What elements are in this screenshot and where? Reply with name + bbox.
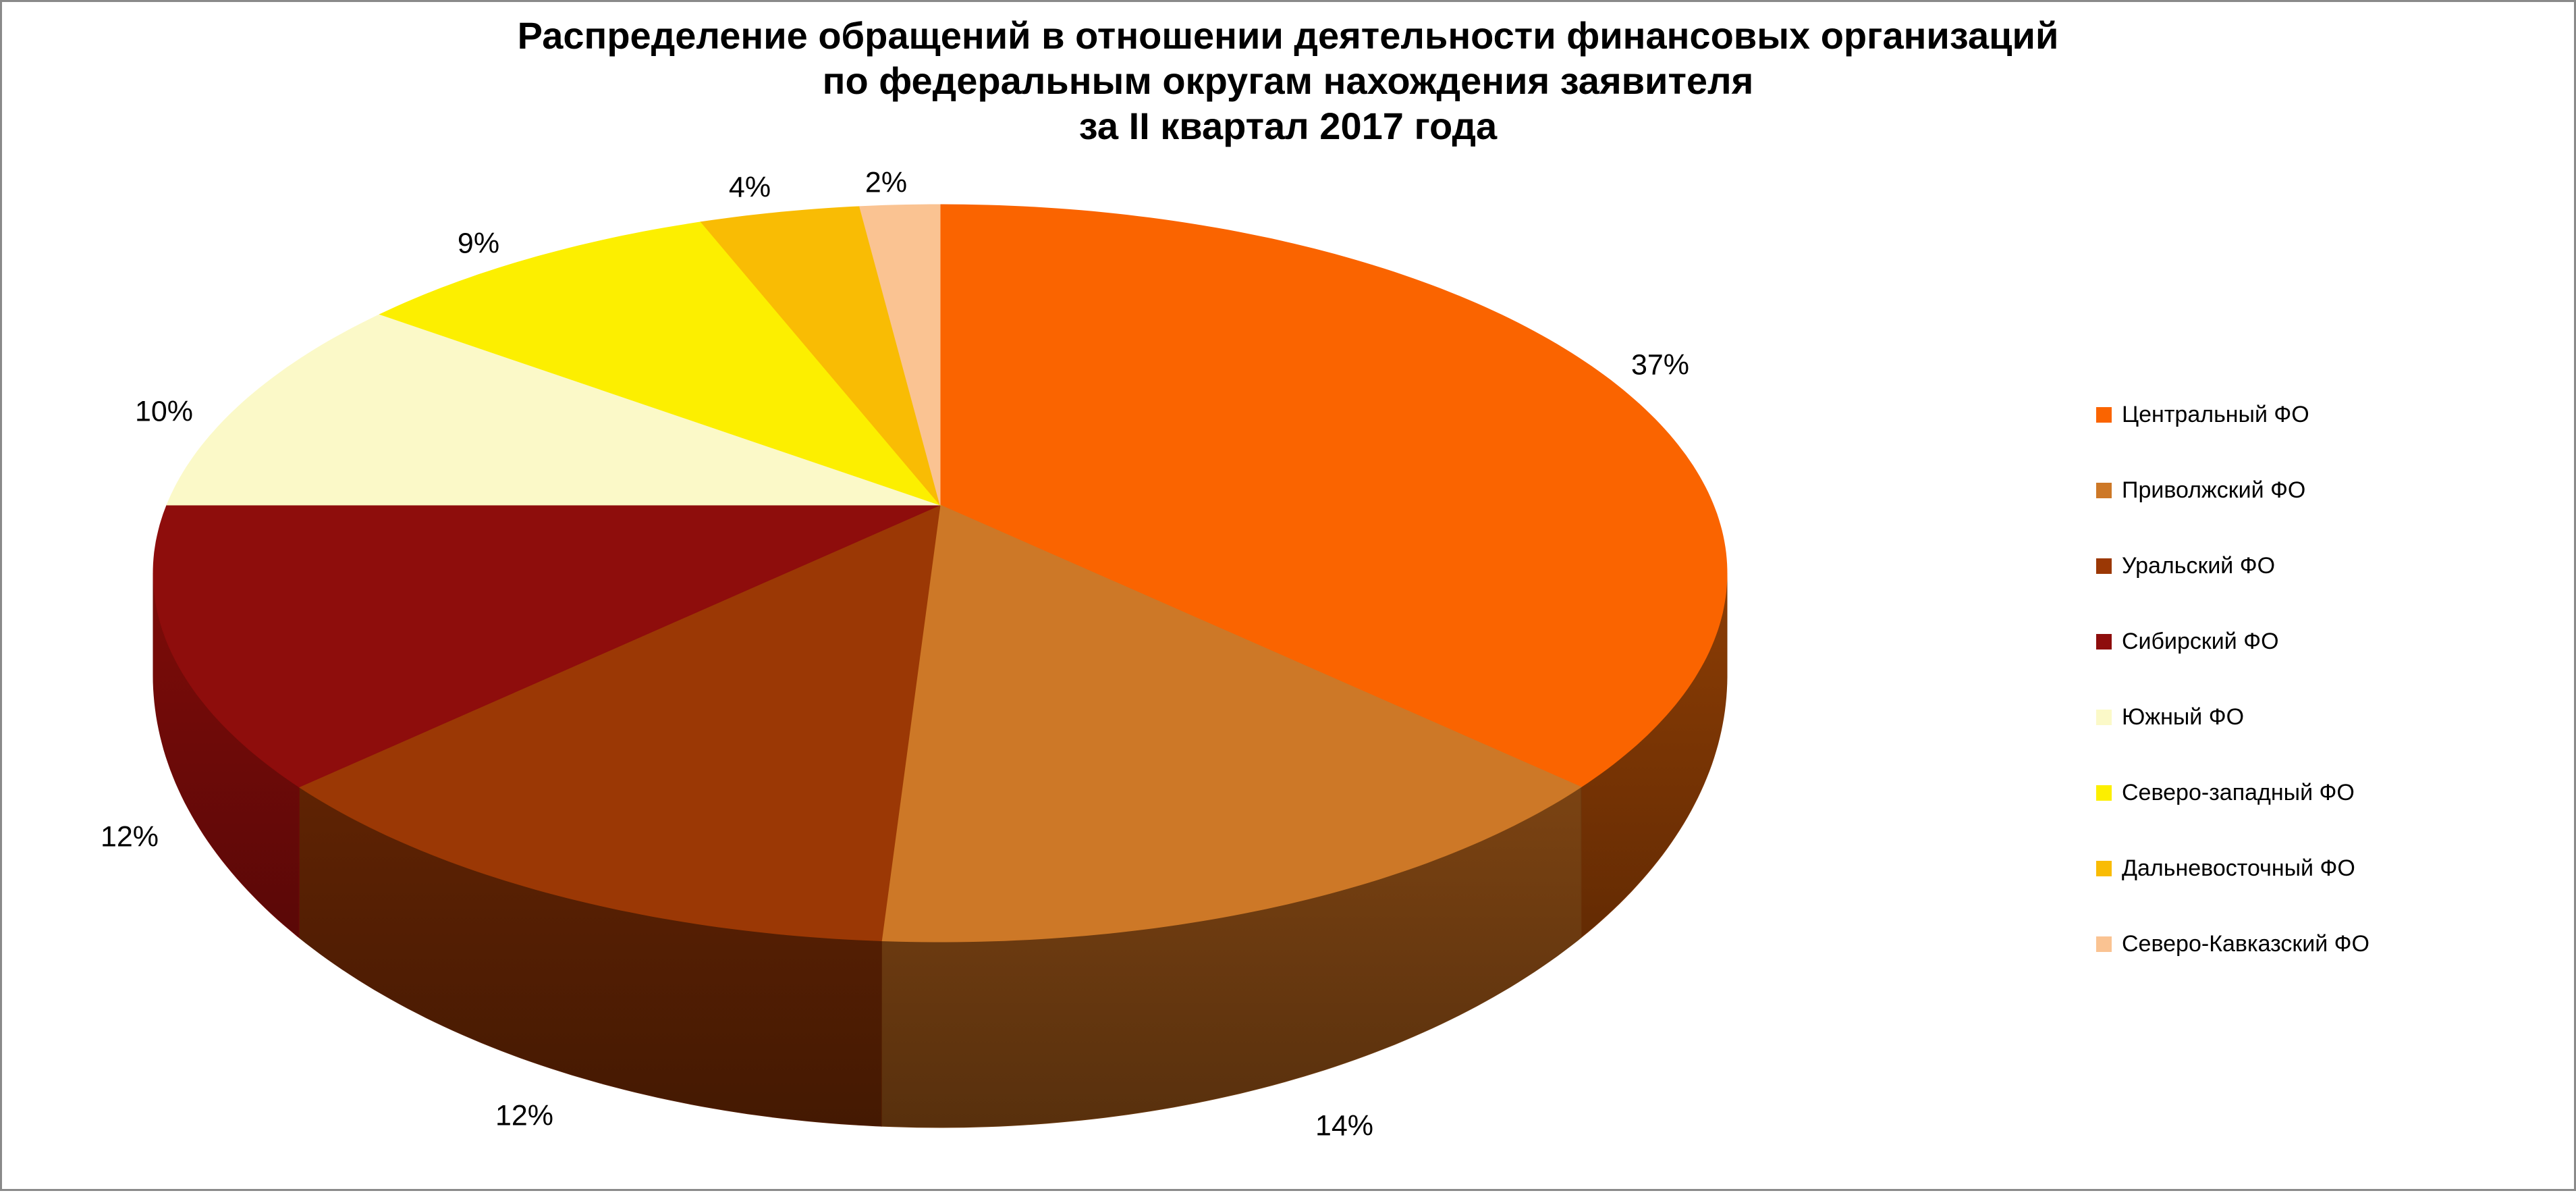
pie-slice-7 <box>859 204 941 506</box>
pie-slice-4 <box>166 314 941 506</box>
legend-swatch-icon <box>2096 558 2112 574</box>
chart-title-line-1: Распределение обращений в отношении деят… <box>517 14 2059 57</box>
legend-item-4: Южный ФО <box>2096 679 2369 755</box>
legend-label: Северо-западный ФО <box>2122 779 2355 805</box>
data-label-6: 4% <box>728 171 771 204</box>
pie-slice-3 <box>153 504 941 788</box>
legend-label: Сибирский ФО <box>2122 628 2279 654</box>
legend-item-0: Центральный ФО <box>2096 377 2369 452</box>
legend-item-7: Северо-Кавказский ФО <box>2096 906 2369 982</box>
data-label-2: 12% <box>495 1099 554 1132</box>
legend-label: Дальневосточный ФО <box>2122 855 2355 881</box>
legend-item-1: Приволжский ФО <box>2096 452 2369 528</box>
legend-label: Северо-Кавказский ФО <box>2122 930 2369 957</box>
chart-title-line-2: по федеральным округам нахождения заявит… <box>822 59 1754 102</box>
pie-slice-6 <box>700 206 941 506</box>
legend-label: Южный ФО <box>2122 704 2245 730</box>
data-label-5: 9% <box>457 227 500 260</box>
legend-label: Приволжский ФО <box>2122 477 2306 503</box>
chart-title: Распределение обращений в отношении деят… <box>2 13 2574 149</box>
legend-swatch-icon <box>2096 633 2112 649</box>
legend-swatch-icon <box>2096 709 2112 725</box>
data-label-0: 37% <box>1630 348 1690 381</box>
legend-label: Центральный ФО <box>2122 401 2309 427</box>
chart-title-line-3: за II квартал 2017 года <box>1078 105 1498 147</box>
legend-item-2: Уральский ФО <box>2096 528 2369 604</box>
legend: Центральный ФО Приволжский ФО Уральский ФО… <box>2096 377 2369 982</box>
data-label-1: 14% <box>1315 1109 1374 1142</box>
pie-slice-0 <box>939 204 1728 788</box>
data-label-4: 10% <box>134 395 194 428</box>
legend-swatch-icon <box>2096 482 2112 498</box>
pie-slice-2 <box>298 504 941 942</box>
legend-item-6: Дальневосточный ФО <box>2096 830 2369 906</box>
legend-swatch-icon <box>2096 936 2112 952</box>
legend-swatch-icon <box>2096 860 2112 876</box>
legend-label: Уральский ФО <box>2122 552 2276 579</box>
legend-item-5: Северо-западный ФО <box>2096 755 2369 830</box>
legend-swatch-icon <box>2096 406 2112 423</box>
legend-item-3: Сибирский ФО <box>2096 604 2369 679</box>
data-label-7: 2% <box>865 166 908 199</box>
data-label-3: 12% <box>100 820 159 853</box>
legend-swatch-icon <box>2096 785 2112 801</box>
pie-slice-1 <box>881 504 1582 943</box>
pie-slice-5 <box>379 221 941 506</box>
